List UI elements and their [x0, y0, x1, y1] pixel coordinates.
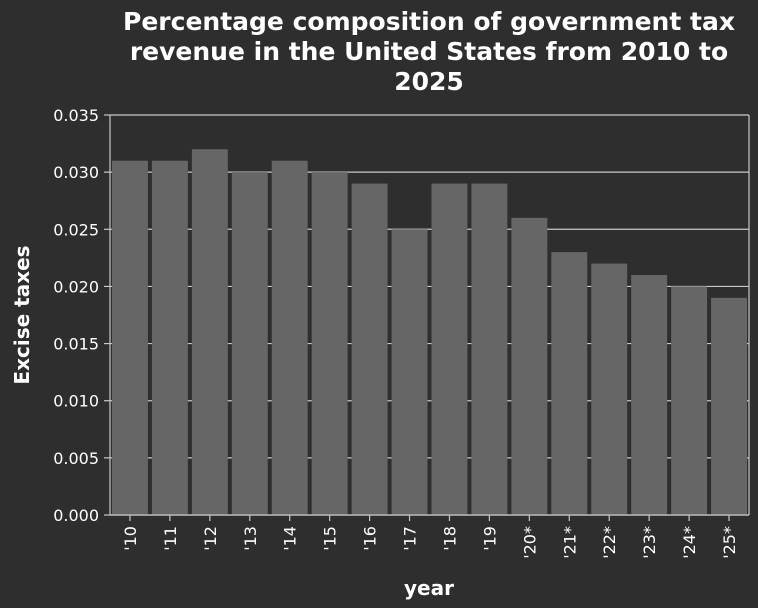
bar — [391, 229, 428, 516]
bar — [471, 183, 508, 516]
x-tick-label: '15 — [321, 526, 340, 551]
axes — [109, 115, 750, 516]
x-tick-label: '19 — [480, 526, 499, 551]
bar — [231, 172, 268, 515]
chart-title-line-1: Percentage composition of government tax — [123, 7, 735, 36]
bar — [112, 160, 148, 515]
x-tick-label: '12 — [201, 526, 220, 551]
y-axis-label: Excise taxes — [10, 245, 34, 384]
x-tick-label: '22* — [600, 526, 619, 559]
x-axis-label: year — [404, 576, 454, 600]
bar — [431, 183, 468, 516]
y-tick-label: 0.015 — [53, 335, 99, 354]
y-tick-labels: 0.000 0.005 0.010 0.015 0.020 0.025 0.030 0.035 — [53, 106, 110, 525]
x-tick-label: '20* — [520, 526, 539, 559]
bar — [671, 286, 708, 515]
x-tick-label: '23* — [640, 526, 659, 559]
chart-title: Percentage composition of government tax… — [123, 7, 735, 96]
chart-title-line-2: revenue in the United States from 2010 t… — [130, 37, 728, 66]
x-tick-label: '25* — [720, 526, 739, 559]
y-tick-label: 0.030 — [53, 163, 99, 182]
y-tick-label: 0.035 — [53, 106, 99, 125]
bar — [631, 275, 668, 515]
bar — [191, 149, 228, 516]
bar — [151, 160, 188, 515]
bar — [551, 252, 588, 515]
chart-title-line-3: 2025 — [394, 67, 464, 96]
x-tick-labels: '10 '11 '12 '13 '14 '15 '16 '17 '18 '19 '20* '21* '2… — [121, 515, 739, 559]
y-tick-label: 0.000 — [53, 506, 99, 525]
y-tick-label: 0.020 — [53, 277, 99, 296]
x-tick-label: '10 — [121, 526, 140, 551]
bar — [711, 297, 747, 515]
x-tick-label: '21* — [560, 526, 579, 559]
x-tick-label: '24* — [680, 526, 699, 559]
x-tick-label: '13 — [241, 526, 260, 551]
x-tick-label: '11 — [161, 526, 180, 551]
bars — [112, 149, 747, 516]
bar — [351, 183, 388, 516]
bar — [591, 263, 628, 515]
y-tick-label: 0.005 — [53, 449, 99, 468]
bar — [511, 217, 548, 515]
x-tick-label: '14 — [281, 526, 300, 551]
x-tick-label: '18 — [440, 526, 459, 551]
x-tick-label: '16 — [361, 526, 380, 551]
y-tick-label: 0.010 — [53, 392, 99, 411]
x-tick-label: '17 — [401, 526, 420, 551]
y-tick-label: 0.025 — [53, 220, 99, 239]
bar — [271, 160, 308, 515]
bar — [311, 172, 348, 515]
